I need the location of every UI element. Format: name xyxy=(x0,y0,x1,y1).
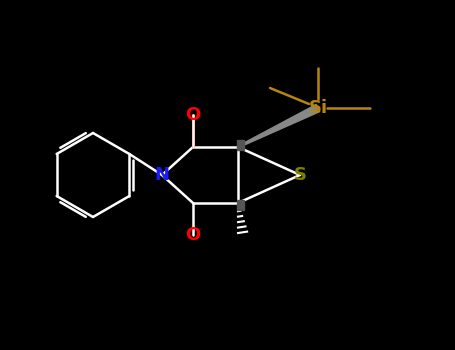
Text: Si: Si xyxy=(308,99,328,117)
Text: N: N xyxy=(155,166,170,184)
Bar xyxy=(237,140,243,150)
Text: S: S xyxy=(293,166,307,184)
Text: O: O xyxy=(185,106,201,124)
Bar xyxy=(237,200,243,210)
Text: O: O xyxy=(185,226,201,244)
Polygon shape xyxy=(238,104,320,148)
